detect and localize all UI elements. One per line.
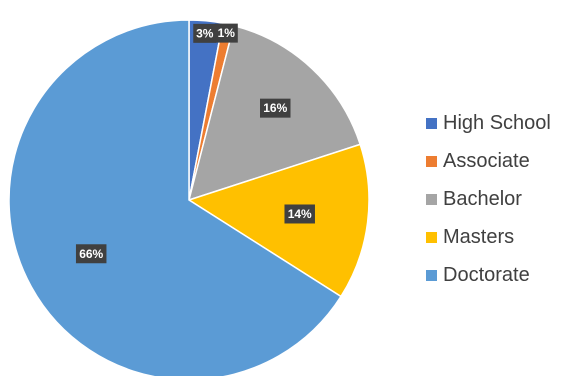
data-label-associate: 1% [214, 23, 238, 43]
data-label-box [75, 244, 107, 264]
legend-label: Associate [443, 149, 530, 172]
data-label-text: 16% [263, 101, 287, 115]
legend-label: Masters [443, 225, 515, 248]
pie-slice-masters [187, 143, 370, 298]
legend-swatch [426, 269, 437, 281]
data-label-bachelor: 16% [260, 98, 291, 118]
legend-label: Doctorate [443, 263, 530, 286]
legend-item-masters: Masters [426, 224, 551, 250]
data-label-text: 1% [218, 26, 236, 40]
legend-swatch [426, 193, 437, 205]
data-label-box [193, 23, 217, 43]
data-label-text: 66% [79, 247, 103, 261]
legend-item-bachelor: Bachelor [426, 186, 551, 212]
legend-item-associate: Associate [426, 148, 551, 174]
data-label-masters: 14% [284, 204, 315, 224]
legend-label: Bachelor [443, 187, 522, 210]
data-label-text: 3% [196, 26, 214, 40]
pie-plot-area: 3% 1% 16% 14% 66% [8, 19, 370, 376]
legend-label: High School [443, 111, 551, 134]
legend-swatch [426, 231, 437, 243]
data-label-high-school: 3% [193, 23, 217, 43]
legend-item-high-school: High School [426, 110, 551, 136]
data-label-doctorate: 66% [75, 244, 107, 264]
data-label-box [260, 98, 291, 118]
pie-slice-doctorate [8, 19, 343, 376]
pie-slices [8, 19, 370, 376]
legend-swatch [426, 155, 437, 167]
data-label-box [284, 204, 315, 224]
chart-legend: High School Associate Bachelor Masters D… [426, 110, 551, 300]
data-label-box [214, 23, 238, 43]
legend-item-doctorate: Doctorate [426, 262, 551, 288]
legend-swatch [426, 117, 437, 129]
data-label-text: 14% [288, 207, 312, 221]
pie-data-labels: 3% 1% 16% 14% 66% [75, 23, 315, 264]
